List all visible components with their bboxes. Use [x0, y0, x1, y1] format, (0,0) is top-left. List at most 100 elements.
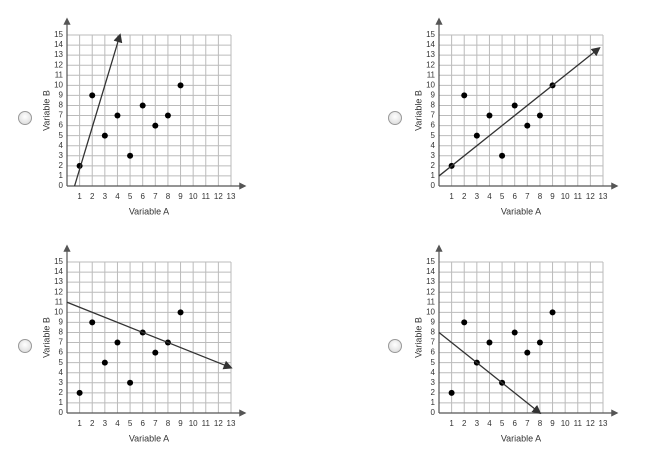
data-point [511, 102, 518, 109]
x-tick-label: 1 [77, 192, 82, 201]
y-tick-label: 4 [431, 368, 436, 377]
y-tick-label: 9 [431, 318, 436, 327]
y-axis-title: Variable B [41, 90, 51, 131]
y-tick-label: 5 [59, 358, 64, 367]
x-tick-label: 9 [550, 192, 555, 201]
x-tick-label: 3 [475, 192, 480, 201]
x-tick-label: 12 [214, 419, 223, 428]
x-tick-label: 13 [599, 419, 608, 428]
y-tick-label: 14 [426, 40, 435, 49]
y-tick-label: 11 [55, 70, 64, 79]
x-tick-label: 1 [449, 192, 454, 201]
x-tick-label: 3 [103, 419, 108, 428]
y-tick-label: 6 [431, 348, 436, 357]
fit-line [438, 46, 601, 177]
y-tick-label: 15 [54, 257, 63, 266]
y-tick-label: 6 [59, 348, 64, 357]
x-tick-label: 9 [178, 192, 183, 201]
x-tick-label: 3 [103, 192, 108, 201]
x-tick-label: 4 [115, 419, 120, 428]
y-tick-label: 4 [431, 141, 436, 150]
x-tick-label: 5 [128, 192, 133, 201]
y-tick-label: 8 [431, 101, 436, 110]
y-tick-label: 10 [426, 80, 435, 89]
x-tick-label: 12 [586, 419, 595, 428]
y-tick-label: 9 [59, 91, 64, 100]
y-tick-label: 10 [54, 307, 63, 316]
x-tick-label: 8 [166, 419, 171, 428]
data-point [486, 339, 493, 346]
data-point [114, 112, 121, 119]
x-axis-title: Variable A [129, 433, 169, 443]
radio-button[interactable] [18, 111, 32, 125]
y-tick-label: 6 [431, 121, 436, 130]
y-tick-label: 2 [59, 388, 64, 397]
x-tick-label: 10 [189, 192, 198, 201]
y-tick-label: 1 [431, 398, 436, 407]
fit-line [66, 301, 233, 370]
x-tick-label: 8 [538, 419, 543, 428]
x-tick-label: 10 [561, 192, 570, 201]
y-tick-label: 1 [431, 171, 436, 180]
x-tick-label: 13 [227, 419, 236, 428]
fit-line [73, 33, 123, 187]
x-tick-label: 5 [500, 192, 505, 201]
y-tick-label: 3 [431, 378, 436, 387]
data-point [486, 112, 493, 119]
y-tick-label: 11 [427, 70, 436, 79]
x-tick-label: 6 [512, 192, 517, 201]
y-tick-label: 15 [426, 257, 435, 266]
x-tick-label: 13 [599, 192, 608, 201]
x-tick-label: 6 [140, 192, 145, 201]
x-tick-label: 3 [475, 419, 480, 428]
x-tick-label: 5 [500, 419, 505, 428]
x-tick-label: 2 [462, 192, 467, 201]
y-tick-label: 3 [59, 378, 64, 387]
data-point [152, 122, 159, 129]
y-tick-label: 12 [54, 60, 63, 69]
y-tick-label: 1 [59, 398, 64, 407]
x-tick-label: 9 [178, 419, 183, 428]
y-tick-label: 8 [431, 328, 436, 337]
y-tick-label: 0 [431, 181, 436, 190]
y-tick-label: 14 [54, 267, 63, 276]
data-point [127, 379, 134, 386]
data-point [101, 359, 108, 366]
y-tick-label: 3 [59, 151, 64, 160]
y-tick-label: 8 [59, 328, 64, 337]
y-tick-label: 2 [431, 388, 436, 397]
radio-button[interactable] [388, 339, 402, 353]
data-point [536, 339, 543, 346]
y-tick-label: 13 [426, 277, 435, 286]
y-tick-label: 7 [431, 338, 436, 347]
fit-line [438, 331, 542, 415]
data-point [177, 309, 184, 316]
y-tick-label: 7 [59, 111, 64, 120]
x-tick-label: 4 [115, 192, 120, 201]
y-axis-title: Variable B [41, 317, 51, 358]
y-tick-label: 15 [426, 30, 435, 39]
x-tick-label: 11 [574, 192, 583, 201]
x-tick-label: 8 [538, 192, 543, 201]
y-tick-label: 12 [426, 287, 435, 296]
radio-button[interactable] [18, 339, 32, 353]
data-point [499, 152, 506, 159]
x-tick-label: 11 [202, 192, 211, 201]
y-tick-label: 0 [59, 181, 64, 190]
data-point [76, 389, 83, 396]
data-point [448, 389, 455, 396]
radio-button[interactable] [388, 111, 402, 125]
y-axis-title: Variable B [413, 90, 423, 131]
x-tick-label: 10 [189, 419, 198, 428]
data-point [152, 349, 159, 356]
x-axis-title: Variable A [501, 206, 541, 216]
data-point [524, 349, 531, 356]
y-tick-label: 5 [431, 131, 436, 140]
x-tick-label: 7 [153, 419, 158, 428]
y-tick-label: 5 [431, 358, 436, 367]
x-tick-label: 11 [574, 419, 583, 428]
y-tick-label: 0 [59, 408, 64, 417]
x-tick-label: 7 [525, 419, 530, 428]
data-point [139, 102, 146, 109]
x-axis-title: Variable A [501, 433, 541, 443]
